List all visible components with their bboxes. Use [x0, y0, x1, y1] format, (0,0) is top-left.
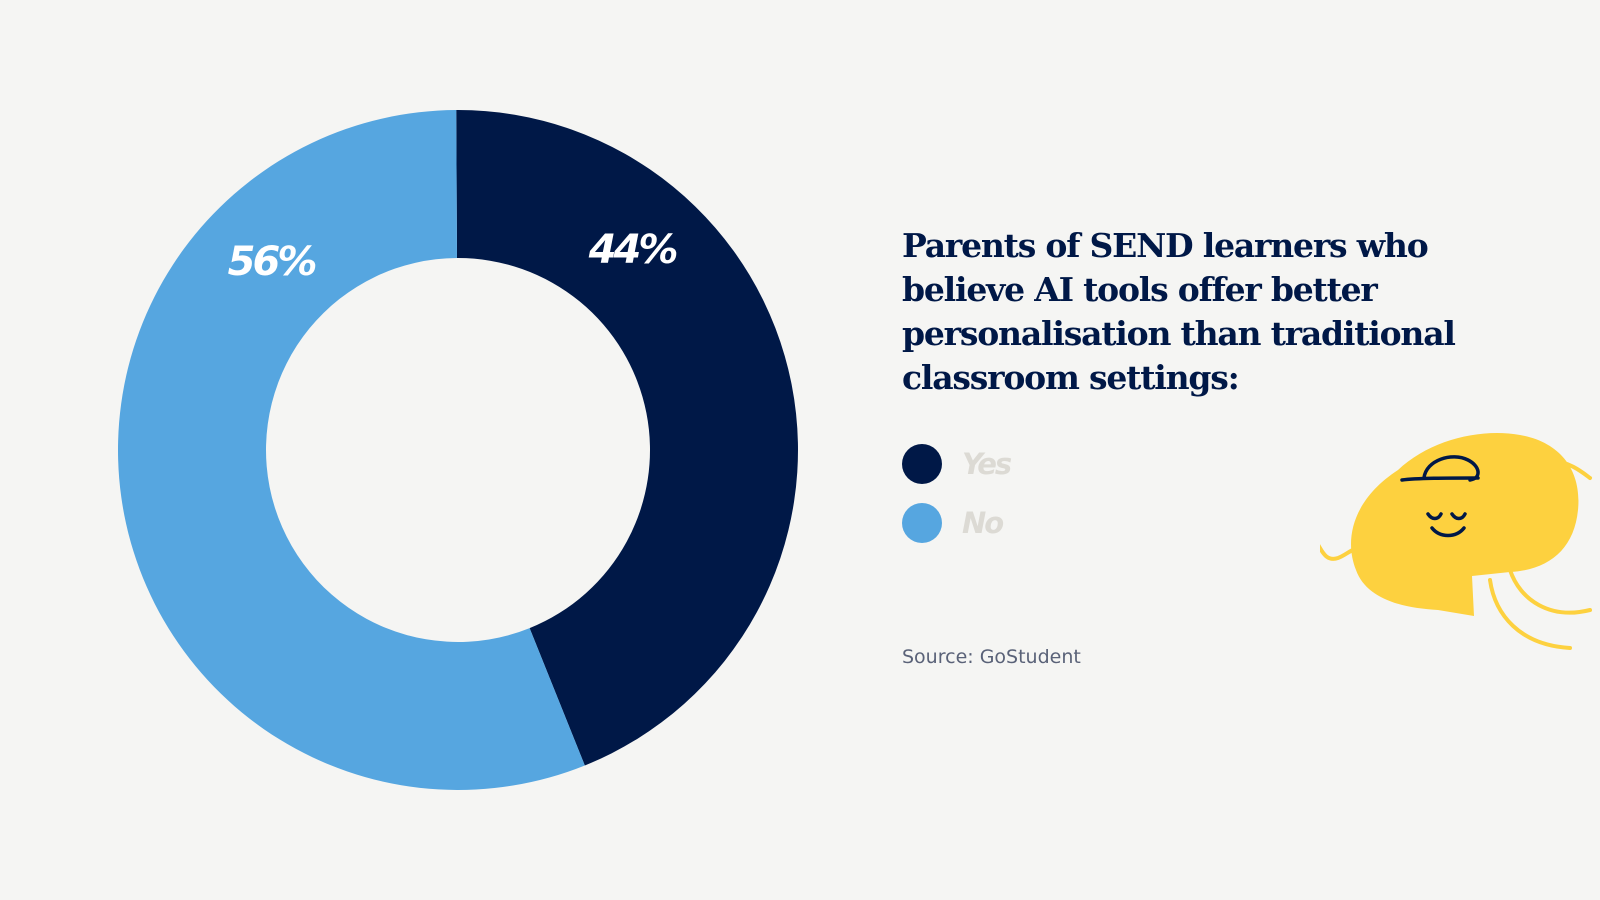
legend-label-no: No: [962, 506, 1004, 540]
slice-yes: [456, 110, 799, 766]
smiling-speech-bubble-mascot-icon: [1320, 433, 1592, 650]
legend: Yes No: [902, 444, 1012, 562]
chart-title: Parents of SEND learners who believe AI …: [902, 226, 1456, 397]
slice-no: [118, 110, 585, 790]
legend-item-yes: Yes: [902, 444, 1012, 484]
legend-label-yes: Yes: [962, 447, 1012, 481]
legend-swatch-yes: [902, 444, 942, 484]
legend-swatch-no: [902, 503, 942, 543]
slice-label-no: 56%: [228, 239, 316, 285]
source-note: Source: GoStudent: [902, 646, 1081, 668]
legend-item-no: No: [902, 503, 1010, 543]
donut-chart: 44% 56%: [118, 110, 799, 790]
slice-label-yes: 44%: [588, 227, 677, 273]
